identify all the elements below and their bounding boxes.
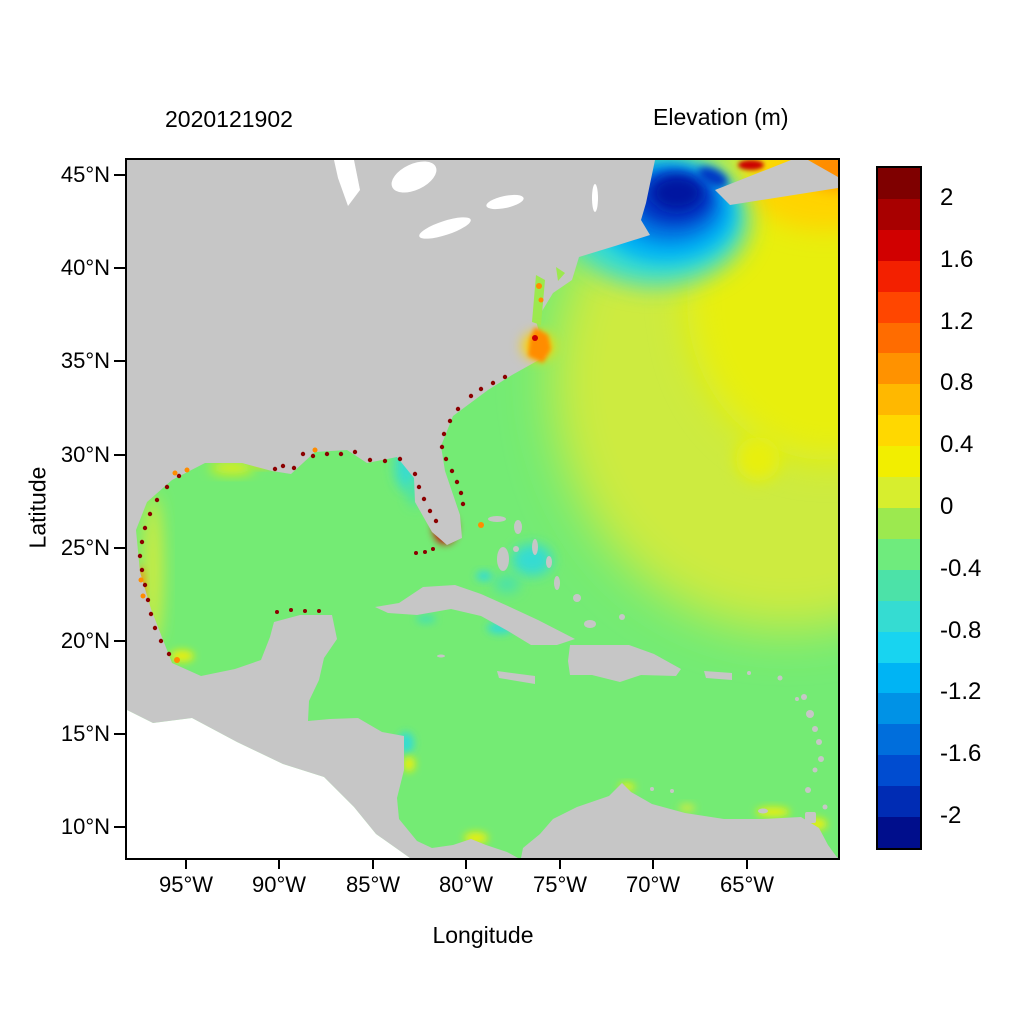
y-tick-label: 20°N [60,628,110,653]
puerto-rico-island [704,671,732,680]
x-tick-label: 65°W [719,872,775,897]
islands [375,516,828,823]
colorbar-segment [878,353,920,385]
y-tick-mark [114,267,125,269]
bahamas-low [476,522,552,593]
colorbar-segment [878,817,920,848]
colorbar-segment [878,446,920,478]
colorbar-segment [878,168,920,199]
colorbar-segment [878,569,920,601]
pamlico-sound-high [522,327,554,363]
y-tick-label: 10°N [60,814,110,839]
y-tick-label: 15°N [60,721,110,746]
x-tick-label: 70°W [625,872,681,897]
north-america-landmass [127,160,655,858]
colorbar-segment [878,631,920,663]
timestamp-title: 2020121902 [165,106,293,132]
colorbar-label: 0 [940,493,954,520]
jamaica-island [497,671,535,684]
delaware-bay [556,267,565,281]
colorbar-segment [878,477,920,508]
nova-scotia-landmass [715,160,838,205]
colorbar-segment [878,693,920,725]
minas-basin-high [738,160,764,170]
colorbar-segment [878,600,920,632]
x-tick-label: 75°W [532,872,588,897]
y-axis-label: Latitude [24,466,51,549]
x-tick-label: 95°W [158,872,214,897]
colorbar-label: 0.8 [940,369,974,396]
y-tick-label: 25°N [60,535,110,560]
colorbar-segment [878,415,920,447]
y-tick-mark [114,640,125,642]
y-tick-mark [114,547,125,549]
map-svg [127,160,838,858]
pacific-ocean-mask [127,710,410,858]
y-tick-mark [114,454,125,456]
colorbar-labels: 2 1.6 1.2 0.8 0.4 0 -0.4 -0.8 -1.2 -1.6 … [940,166,1020,846]
x-tick-label: 90°W [251,872,307,897]
coastal-orange-specks [138,297,544,599]
y-tick-mark [114,826,125,828]
lesser-antilles-islands [650,671,828,823]
colorbar-label: -1.6 [940,740,982,767]
colorbar-segment [878,507,920,539]
colorbar-segment [878,786,920,818]
x-tick-label: 80°W [438,872,494,897]
colorbar-segment [878,260,920,292]
y-tick-mark [114,733,125,735]
colorbar-segment [878,662,920,694]
campeche-coast [170,650,194,663]
x-tick-mark [559,860,561,869]
colorbar-label: -1.2 [940,678,982,705]
y-tick-label: 30°N [60,442,110,467]
colorbar-label: 1.2 [940,308,974,335]
x-tick-label: 85°W [345,872,401,897]
hispaniola-island [568,645,681,682]
colorbar-segment [878,229,920,261]
colorbar-segment [878,384,920,416]
colorbar-label: -0.4 [940,555,982,582]
colorbar-segment [878,724,920,756]
x-axis-label: Longitude [432,922,534,948]
colorbar-label: -0.8 [940,617,982,644]
colorbar-segment [878,291,920,323]
colorbar-label: -2 [940,802,962,829]
map-plot [125,158,840,860]
y-tick-label: 45°N [60,162,110,187]
x-tick-mark [746,860,748,869]
x-tick-mark [278,860,280,869]
colorbar-label: 2 [940,184,954,211]
colorbar-label: 1.6 [940,246,974,273]
y-tick-mark [114,174,125,176]
colorbar-label: 0.4 [940,431,974,458]
y-tick-mark [114,360,125,362]
colorbar-segment [878,755,920,787]
great-lakes [334,160,598,239]
y-tick-label: 35°N [60,348,110,373]
y-tick-label: 40°N [60,255,110,280]
colorbar-segment [878,322,920,354]
cuba-island [375,585,575,645]
colorbar-segment [878,538,920,570]
x-tick-mark [652,860,654,869]
x-tick-mark [465,860,467,869]
colorbar-title: Elevation (m) [653,104,789,130]
cayman-island [437,654,445,658]
x-tick-mark [372,860,374,869]
coastal-speckles [137,374,508,657]
colorbar-segment [878,198,920,230]
colorbar [876,166,922,850]
bahamas-islands [488,516,625,628]
x-tick-mark [185,860,187,869]
south-america-landmass [521,783,838,858]
